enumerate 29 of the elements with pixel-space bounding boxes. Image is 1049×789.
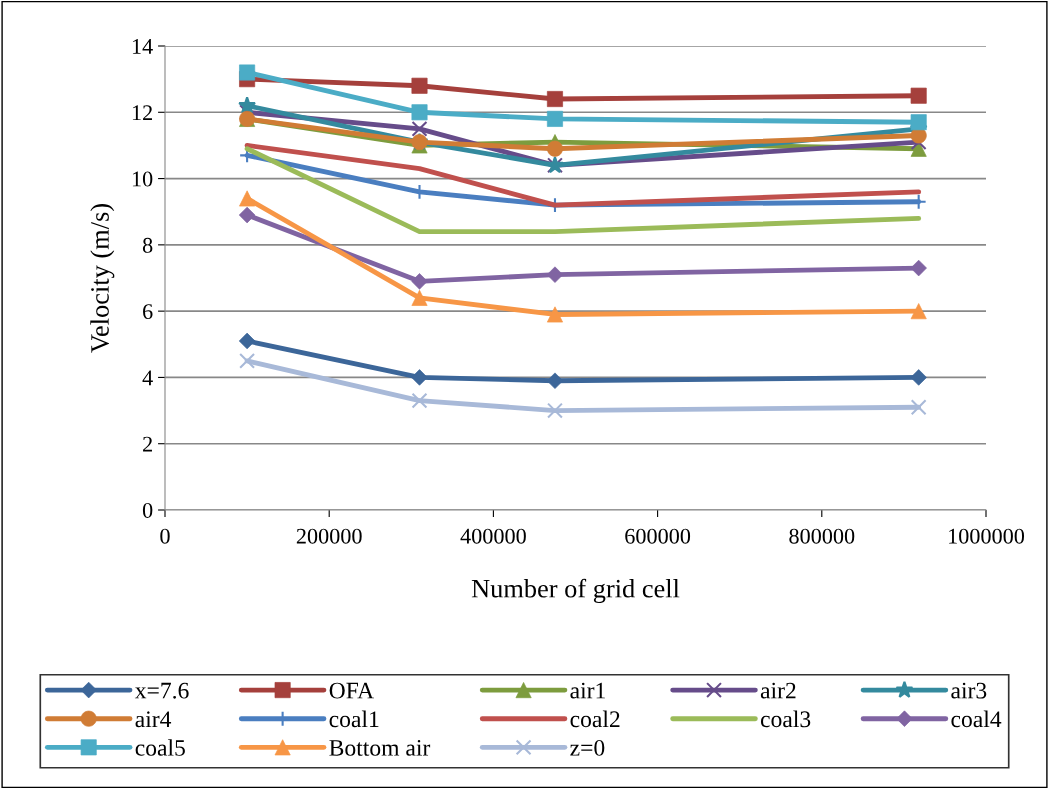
x-tick-label: 0 [160,528,170,544]
legend-label: coal5 [135,739,185,756]
legend-label: Bottom air [329,739,431,756]
x-tick-label: 400000 [460,528,526,544]
x-tick-label: 200000 [296,528,362,544]
y-tick-label: 2 [143,436,152,452]
y-tick-label: 8 [142,237,153,253]
legend-label: air1 [570,682,605,699]
legend-label: coal4 [951,710,1002,728]
x-tick-label: 1000000 [949,528,1025,544]
y-tick-label: 10 [132,171,153,187]
legend-label: coal3 [760,710,811,728]
legend-label: x=7.6 [134,682,189,699]
y-tick-label: 4 [142,370,153,386]
x-tick-label: 600000 [625,528,691,544]
legend-label: OFA [329,682,374,699]
legend-label: air3 [951,682,987,699]
y-axis-title: Velocity (m/s) [90,204,115,353]
legend-label: z=0 [570,739,605,756]
y-tick-label: 14 [132,39,153,54]
legend-label: air4 [135,711,172,728]
legend-label: air2 [760,682,796,699]
x-axis-title: Number of grid cell [471,578,680,604]
x-tick-label: 800000 [789,528,855,544]
legend-label: coal1 [329,710,379,728]
y-tick-label: 0 [142,502,153,518]
y-tick-label: 12 [132,105,152,120]
y-tick-label: 6 [143,304,153,320]
legend-label: coal2 [570,710,620,728]
